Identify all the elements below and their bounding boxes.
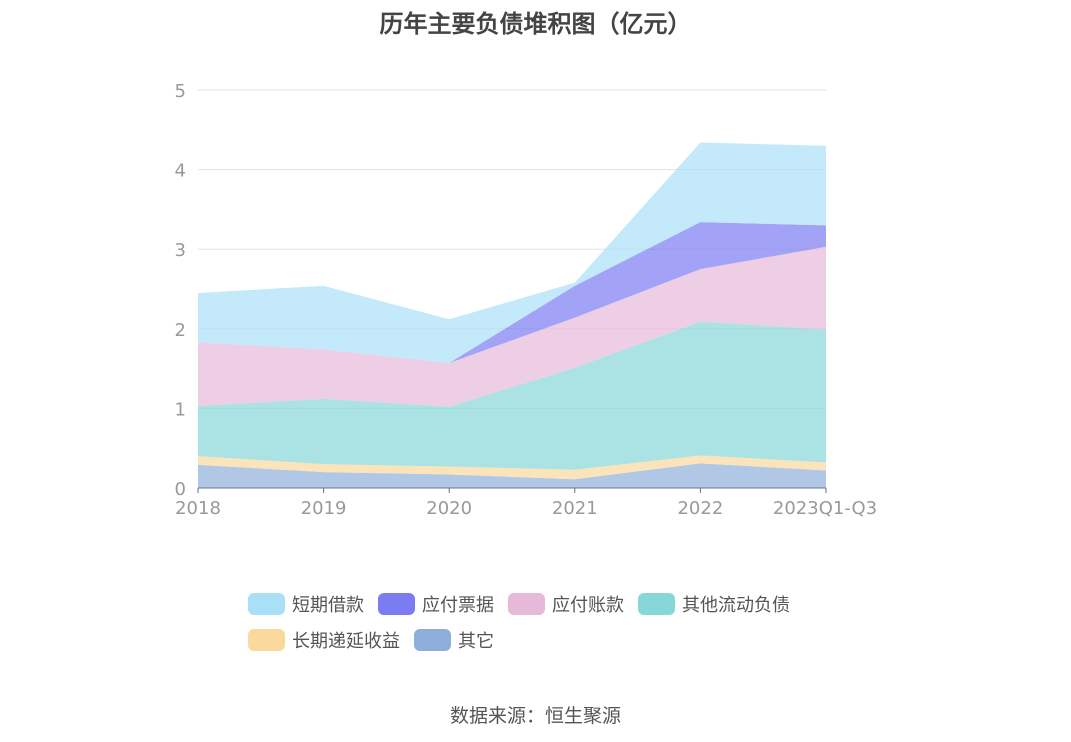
legend-item[interactable]: 短期借款 [248,590,364,618]
legend-item[interactable]: 其它 [414,626,494,654]
x-tick-label: 2019 [301,498,347,519]
area-series [198,142,826,488]
x-tick-label: 2021 [552,498,598,519]
area-0 [198,463,826,488]
legend-label: 其他流动负债 [682,595,790,616]
legend-label: 短期借款 [292,595,364,616]
legend-item[interactable]: 其他流动负债 [638,590,790,618]
legend-swatch [248,593,285,615]
legend-swatch [378,593,415,615]
y-tick-label: 1 [175,399,186,420]
legend-item[interactable]: 应付票据 [378,590,494,618]
legend-item[interactable]: 应付账款 [508,590,624,618]
y-tick-label: 4 [175,161,186,182]
y-tick-label: 3 [175,240,186,261]
x-tick-label: 2022 [677,498,723,519]
legend-label: 其它 [458,631,494,652]
x-tick-label: 2018 [175,498,221,519]
data-source: 数据来源：恒生聚源 [449,705,621,727]
legend-label: 应付账款 [552,595,624,616]
x-tick-label: 2020 [426,498,472,519]
area-2 [198,321,826,470]
x-tick-label: 2023Q1-Q3 [773,498,877,519]
y-tick-label: 2 [175,320,186,341]
legend: 短期借款 应付票据 应付账款 其他流动负债长期递延收益 其它 [248,590,848,662]
axes: 0 1 2 3 4 5 2018 2019 2020 2021 2022 2023Q1-Q3 [175,81,878,519]
chart-title: 历年主要负债堆积图（亿元） [379,10,692,38]
area-1 [198,455,826,480]
legend-swatch [508,593,545,615]
legend-item[interactable]: 长期递延收益 [248,626,400,654]
y-tick-label: 5 [175,81,186,102]
legend-label: 应付票据 [422,595,494,616]
legend-swatch [638,593,675,615]
y-tick-label: 0 [175,479,186,500]
area-5 [198,142,826,364]
area-3 [198,246,826,407]
stacked-area-chart: 0 1 2 3 4 5 2018 2019 2020 2021 2022 2023Q1-Q3 [175,81,878,519]
legend-swatch [414,629,451,651]
area-4 [198,222,826,364]
legend-swatch [248,629,285,651]
legend-label: 长期递延收益 [292,631,400,652]
